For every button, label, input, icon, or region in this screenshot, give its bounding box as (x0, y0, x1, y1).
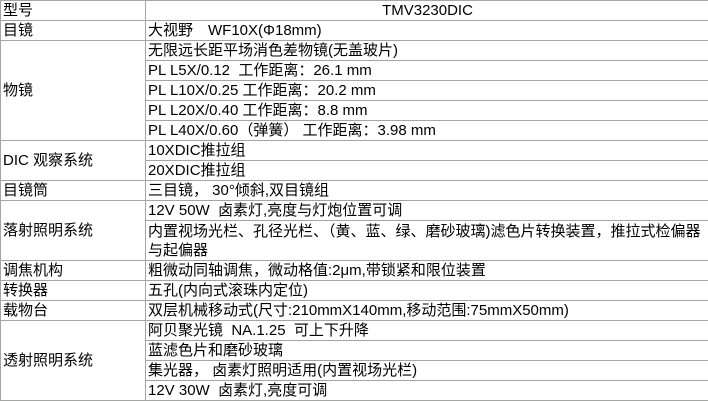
table-row: 落射照明系统 12V 50W 卤素灯,亮度与灯炮位置可调 (1, 201, 708, 221)
spec-value-collector: 集光器， 卤素灯照明适用(内置视场光栏) (146, 361, 708, 381)
spec-label-focusing: 调焦机构 (1, 261, 146, 281)
spec-value-model: TMV3230DIC (146, 1, 708, 21)
spec-value-stage: 双层机械移动式(尺寸:210mmX140mm,移动范围:75mmX50mm) (146, 301, 708, 321)
spec-value-objective-type: 无限远长距平场消色差物镜(无盖玻片) (146, 41, 708, 61)
table-row: 透射照明系统 阿贝聚光镜 NA.1.25 可上下升降 (1, 321, 708, 341)
table-row: 载物台 双层机械移动式(尺寸:210mmX140mm,移动范围:75mmX50m… (1, 301, 708, 321)
spec-label-tube: 目镜筒 (1, 181, 146, 201)
table-row: 物镜 无限远长距平场消色差物镜(无盖玻片) (1, 41, 708, 61)
spec-label-trans-illumination: 透射照明系统 (1, 321, 146, 401)
spec-label-objective: 物镜 (1, 41, 146, 141)
spec-value-objective-40x: PL L40X/0.60（弹簧） 工作距离：3.98 mm (146, 121, 708, 141)
table-row: 转换器 五孔(内向式滚珠内定位) (1, 281, 708, 301)
table-row: DIC 观察系统 10XDIC推拉组 (1, 141, 708, 161)
spec-label-eyepiece: 目镜 (1, 21, 146, 41)
spec-value-focusing: 粗微动同轴调焦，微动格值:2μm,带锁紧和限位装置 (146, 261, 708, 281)
spec-label-model: 型号 (1, 1, 146, 21)
spec-label-nosepiece: 转换器 (1, 281, 146, 301)
spec-value-objective-10x: PL L10X/0.25 工作距离：20.2 mm (146, 81, 708, 101)
table-row: 型号 TMV3230DIC (1, 1, 708, 21)
spec-value-nosepiece: 五孔(内向式滚珠内定位) (146, 281, 708, 301)
table-row: 目镜 大视野 WF10X(Φ18mm) (1, 21, 708, 41)
spec-value-tube: 三目镜， 30°倾斜,双目镜组 (146, 181, 708, 201)
spec-value-trans-lamp: 12V 30W 卤素灯,亮度可调 (146, 381, 708, 401)
spec-value-objective-5x: PL L5X/0.12 工作距离：26.1 mm (146, 61, 708, 81)
spec-label-epi-illumination: 落射照明系统 (1, 201, 146, 261)
spec-value-filter: 蓝滤色片和磨砂玻璃 (146, 341, 708, 361)
spec-value-dic-20x: 20XDIC推拉组 (146, 161, 708, 181)
spec-label-stage: 载物台 (1, 301, 146, 321)
spec-value-epi-diaphragm: 内置视场光栏、孔径光栏、（黄、蓝、绿、磨砂玻璃)滤色片转换装置，推拉式检偏器与起… (146, 221, 708, 261)
spec-label-dic: DIC 观察系统 (1, 141, 146, 181)
table-row: 调焦机构 粗微动同轴调焦，微动格值:2μm,带锁紧和限位装置 (1, 261, 708, 281)
spec-value-dic-10x: 10XDIC推拉组 (146, 141, 708, 161)
spec-value-condenser: 阿贝聚光镜 NA.1.25 可上下升降 (146, 321, 708, 341)
table-row: 目镜筒 三目镜， 30°倾斜,双目镜组 (1, 181, 708, 201)
spec-value-objective-20x: PL L20X/0.40 工作距离：8.8 mm (146, 101, 708, 121)
spec-value-eyepiece: 大视野 WF10X(Φ18mm) (146, 21, 708, 41)
spec-value-epi-lamp: 12V 50W 卤素灯,亮度与灯炮位置可调 (146, 201, 708, 221)
